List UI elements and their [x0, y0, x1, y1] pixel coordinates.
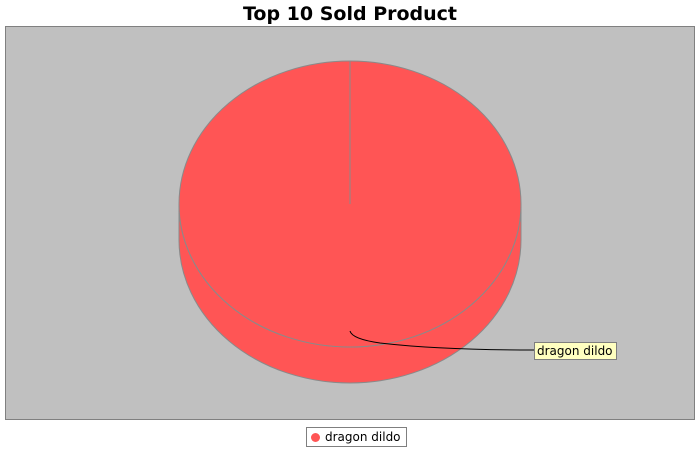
legend: dragon dildo — [306, 427, 407, 447]
legend-swatch — [311, 432, 320, 442]
slice-label-box — [534, 342, 617, 360]
chart-title: Top 10 Sold Product — [242, 3, 458, 25]
legend-label: dragon dildo — [325, 430, 401, 444]
slice-label: dragon dildo — [537, 344, 613, 358]
pie-group: dragon dildo — [178, 60, 617, 384]
slice-label-connector — [349, 330, 535, 351]
